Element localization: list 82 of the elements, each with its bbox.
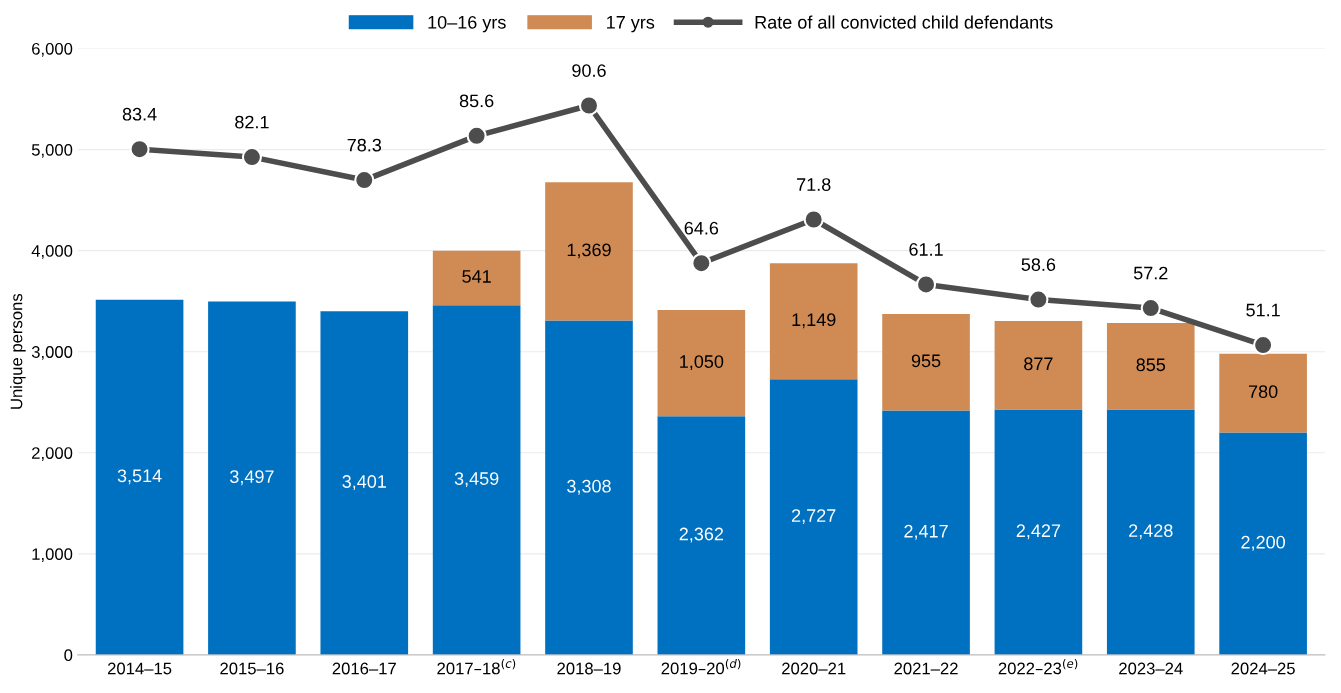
data-label: 58.6	[1021, 258, 1056, 271]
y-axis-title: Unique persons	[10, 293, 26, 409]
point	[691, 253, 712, 274]
point	[578, 95, 600, 116]
y-tick-label: 0	[64, 649, 73, 662]
x-tick-label: 2016–17	[332, 662, 396, 675]
legend-label: 10–16 yrs	[428, 15, 506, 33]
data-label: 2,727	[792, 509, 836, 525]
data-label: 78.3	[347, 138, 382, 152]
data-label: 2,362	[679, 527, 724, 543]
data-label: 61.1	[909, 243, 943, 256]
bar	[1219, 353, 1307, 433]
y-tick-label: 5,000	[31, 143, 73, 158]
point	[1140, 297, 1161, 319]
data-label: 83.4	[122, 107, 157, 121]
y-tick-label: 1,000	[32, 548, 73, 562]
x-tick-label: 2020–21	[782, 662, 846, 675]
point	[354, 170, 375, 191]
x-tick-label: 2018–19	[557, 662, 621, 675]
data-label: 90.6	[572, 64, 606, 77]
bar	[95, 299, 184, 655]
data-label: 57.2	[1133, 266, 1168, 280]
x-tick-label: 2019–20$^{(d)}$	[661, 658, 741, 675]
data-label: 85.6	[459, 94, 494, 108]
data-label: 3,514	[117, 469, 162, 485]
x-tick-label: 2014–15	[107, 662, 172, 675]
bar	[657, 310, 746, 417]
bar	[994, 320, 1083, 410]
point	[241, 146, 262, 168]
data-label: 1,050	[680, 355, 724, 371]
y-tick-label: 2,000	[32, 447, 73, 461]
data-label: 3,308	[567, 479, 611, 495]
x-tick-label: 2023–24	[1119, 662, 1183, 675]
data-label: 780	[1248, 385, 1278, 398]
data-label: 1,369	[567, 243, 611, 259]
bar	[657, 416, 746, 655]
bar	[432, 250, 521, 306]
bar	[1106, 323, 1195, 410]
data-label: 541	[462, 270, 491, 283]
x-tick-label: 2015–16	[220, 662, 284, 675]
bar	[208, 301, 296, 655]
data-label: 2,427	[1016, 524, 1061, 540]
data-label: 955	[911, 354, 941, 368]
bar	[1219, 432, 1307, 655]
legend-label: Rate of all convicted child defendants	[755, 15, 1053, 29]
bar	[769, 379, 858, 655]
point	[803, 209, 824, 230]
data-label: 3,497	[230, 470, 274, 486]
x-tick-label: 2022–23$^{(e)}$	[998, 658, 1078, 675]
y-tick-label: 3,000	[31, 346, 73, 360]
bar	[994, 409, 1083, 655]
point	[1253, 334, 1274, 356]
bar	[545, 182, 633, 321]
bar	[769, 263, 858, 380]
x-tick-label: 2024–25	[1231, 662, 1295, 675]
bar	[432, 305, 521, 655]
data-label: 3,401	[342, 475, 386, 491]
y-tick-label: 6,000	[32, 42, 73, 57]
data-label: 2,200	[1241, 535, 1285, 551]
point	[1028, 289, 1049, 310]
bar	[1106, 409, 1195, 655]
data-label: 2,417	[904, 524, 948, 540]
point	[915, 274, 937, 295]
x-tick-label: 2017–18$^{(c)}$	[437, 658, 516, 675]
point	[466, 125, 487, 146]
point	[129, 139, 150, 160]
bar	[882, 314, 970, 411]
bar	[882, 410, 970, 655]
y-tick-label: 4,000	[31, 245, 73, 259]
data-label: 1,149	[792, 313, 836, 329]
data-label: 82.1	[235, 115, 269, 129]
bar	[320, 311, 409, 655]
data-label: 2,428	[1129, 524, 1173, 540]
data-label: 71.8	[797, 178, 831, 191]
data-label: 64.6	[684, 221, 719, 235]
data-label: 3,459	[454, 472, 499, 488]
data-label: 877	[1024, 357, 1053, 371]
x-tick-label: 2021–22	[894, 662, 958, 675]
bar	[545, 320, 633, 655]
data-label: 51.1	[1246, 303, 1280, 317]
legend-label: 17 yrs	[607, 16, 655, 33]
data-label: 855	[1136, 358, 1166, 372]
